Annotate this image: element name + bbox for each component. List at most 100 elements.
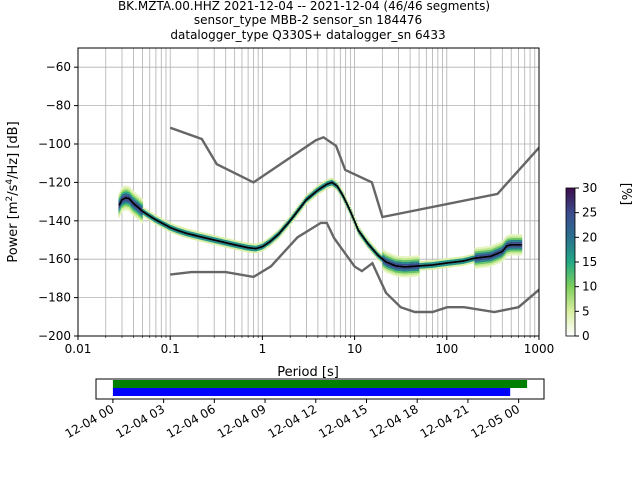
density-cell	[126, 204, 129, 207]
density-cell	[138, 214, 140, 217]
density-cell	[400, 275, 403, 278]
density-cell	[361, 231, 364, 234]
density-cell	[135, 216, 138, 219]
density-cell	[345, 199, 348, 202]
density-cell	[147, 210, 149, 212]
density-cell	[120, 207, 123, 210]
density-cell	[458, 262, 461, 265]
colorbar-label: [%]	[618, 183, 633, 206]
density-cell	[269, 236, 272, 239]
density-cell	[123, 207, 125, 210]
density-cell	[427, 266, 429, 269]
density-cell	[294, 210, 297, 213]
density-cell	[392, 254, 395, 257]
density-cell	[354, 218, 357, 221]
density-cell	[360, 231, 363, 234]
density-cell	[413, 259, 416, 262]
density-cell	[127, 207, 130, 210]
density-cell	[407, 267, 410, 270]
density-cell	[277, 237, 280, 240]
density-cell	[386, 255, 389, 258]
density-cell	[431, 260, 434, 263]
density-cell	[431, 265, 434, 268]
density-cell	[467, 262, 470, 265]
density-cell	[503, 250, 505, 253]
density-cell	[277, 229, 280, 232]
density-cell	[415, 270, 418, 273]
density-cell	[366, 243, 368, 246]
timeline-bar	[112, 380, 528, 388]
density-cell	[248, 250, 251, 253]
density-cell	[401, 257, 404, 260]
density-cell	[301, 199, 304, 202]
density-cell	[507, 252, 510, 254]
density-cell	[159, 223, 162, 226]
density-cell	[247, 244, 250, 247]
density-cell	[170, 224, 172, 227]
density-cell	[373, 245, 375, 248]
density-cell	[395, 272, 397, 275]
density-cell	[408, 255, 411, 258]
density-cell	[424, 266, 427, 269]
density-cell	[242, 249, 245, 252]
colorbar-tick-label: 30	[582, 181, 597, 195]
density-cell	[199, 239, 201, 242]
density-cell	[415, 255, 418, 258]
density-cell	[119, 190, 122, 193]
density-cell	[264, 241, 267, 244]
density-cell	[287, 219, 290, 222]
density-cell	[124, 204, 126, 207]
density-cell	[480, 260, 482, 263]
density-cell	[391, 269, 394, 272]
density-cell	[123, 191, 125, 194]
density-cell	[459, 264, 462, 267]
density-cell	[496, 260, 499, 263]
density-cell	[422, 266, 425, 269]
density-cell	[207, 241, 209, 244]
density-cell	[293, 216, 296, 219]
density-cell	[442, 264, 444, 267]
density-cell	[393, 262, 396, 265]
density-cell	[388, 252, 390, 255]
density-cell	[489, 257, 492, 260]
density-cell	[520, 245, 523, 248]
density-cell	[484, 261, 487, 264]
density-cell	[469, 262, 472, 264]
density-cell	[188, 236, 191, 239]
density-cell	[380, 258, 382, 261]
density-cell	[471, 259, 473, 262]
density-cell	[336, 186, 338, 189]
density-cell	[456, 257, 458, 259]
density-cell	[250, 250, 253, 253]
density-cell	[444, 266, 447, 269]
density-cell	[163, 225, 165, 228]
density-cell	[497, 261, 500, 264]
density-cell	[494, 249, 496, 252]
density-cell	[206, 241, 208, 244]
density-cell	[184, 227, 186, 230]
density-cell	[510, 236, 512, 239]
density-cell	[208, 241, 210, 244]
density-cell	[412, 263, 414, 266]
density-cell	[171, 225, 174, 228]
density-cell	[507, 234, 510, 237]
density-cell	[337, 188, 340, 191]
density-cell	[264, 239, 267, 242]
density-cell	[345, 197, 348, 200]
density-cell	[434, 259, 436, 262]
density-cell	[128, 199, 131, 202]
density-cell	[260, 248, 262, 251]
density-cell	[491, 252, 494, 255]
timeline-tick-label: 12-04 21	[418, 402, 472, 441]
density-cell	[512, 236, 515, 239]
density-cell	[384, 264, 387, 267]
noise-model-high-line	[169, 126, 539, 219]
density-cell	[421, 268, 424, 271]
density-cell	[140, 201, 142, 204]
density-cell	[518, 239, 520, 242]
density-cell	[241, 247, 244, 250]
density-cell	[411, 269, 413, 272]
density-cell	[378, 251, 381, 254]
density-cell	[469, 260, 472, 263]
density-cell	[503, 240, 505, 243]
